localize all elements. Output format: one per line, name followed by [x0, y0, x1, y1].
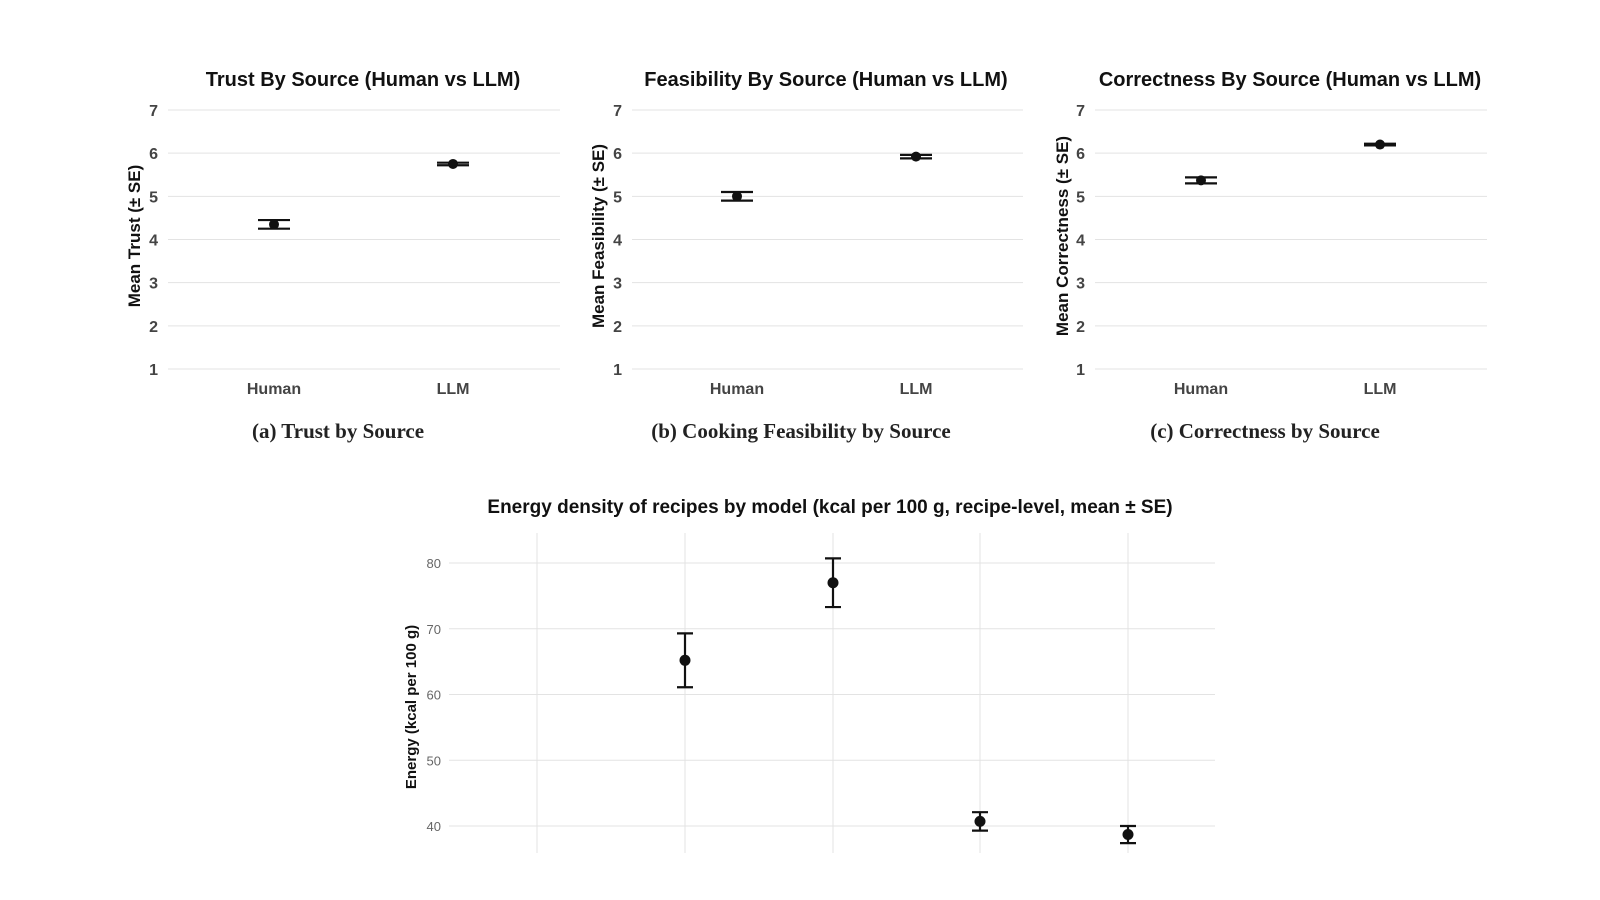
x-tick-feasibility-human: Human: [710, 381, 764, 398]
y-tick-energy-70: 70: [427, 622, 441, 637]
chart-title-trust: Trust By Source (Human vs LLM): [206, 69, 521, 91]
plot-area-feasibility: 1 2 3 4 5 6 7 Human LLM: [613, 103, 1023, 398]
y-tick-trust-4: 4: [149, 233, 158, 250]
panel-correctness: Correctness By Source (Human vs LLM) Mea…: [1053, 69, 1487, 443]
chart-title-correctness: Correctness By Source (Human vs LLM): [1099, 69, 1481, 91]
y-tick-trust-6: 6: [149, 146, 158, 163]
y-tick-correctness-5: 5: [1076, 189, 1085, 206]
caption-correctness: (c) Correctness by Source: [1150, 419, 1380, 443]
point-correctness-human: [1196, 175, 1206, 186]
point-trust-human: [269, 219, 279, 230]
y-tick-energy-60: 60: [427, 688, 441, 703]
y-tick-feasibility-2: 2: [613, 319, 622, 336]
y-tick-energy-50: 50: [427, 753, 441, 768]
y-axis-label-feasibility: Mean Feasibility (± SE): [589, 144, 608, 328]
y-axis-label-energy: Energy (kcal per 100 g): [403, 625, 420, 789]
y-tick-feasibility-3: 3: [613, 276, 622, 293]
panel-trust: Trust By Source (Human vs LLM) Mean Trus…: [125, 69, 560, 443]
plot-area-energy: 40 50 60 70 80: [427, 533, 1215, 853]
y-tick-correctness-1: 1: [1076, 362, 1085, 379]
plot-area-trust: 1 2 3 4 5 6 7 Human LLM: [149, 103, 560, 398]
y-axis-label-correctness: Mean Correctness (± SE): [1053, 136, 1072, 336]
plot-area-correctness: 1 2 3 4 5 6 7 Human LLM: [1076, 103, 1487, 398]
x-tick-feasibility-llm: LLM: [900, 381, 933, 398]
panel-energy: Energy density of recipes by model (kcal…: [403, 497, 1215, 853]
y-tick-feasibility-4: 4: [613, 233, 622, 250]
y-tick-correctness-3: 3: [1076, 276, 1085, 293]
point-energy-5: [1122, 829, 1134, 841]
y-tick-trust-2: 2: [149, 319, 158, 336]
point-trust-llm: [448, 158, 458, 169]
point-energy-4: [974, 815, 986, 827]
x-tick-correctness-llm: LLM: [1364, 381, 1397, 398]
y-tick-correctness-6: 6: [1076, 146, 1085, 163]
caption-trust: (a) Trust by Source: [252, 419, 424, 443]
y-tick-energy-80: 80: [427, 556, 441, 571]
chart-title-feasibility: Feasibility By Source (Human vs LLM): [644, 69, 1007, 91]
y-tick-correctness-4: 4: [1076, 233, 1085, 250]
point-energy-2: [679, 654, 691, 666]
y-tick-correctness-2: 2: [1076, 319, 1085, 336]
y-tick-trust-7: 7: [149, 103, 158, 120]
y-tick-energy-40: 40: [427, 819, 441, 834]
point-energy-3: [827, 577, 839, 589]
x-tick-correctness-human: Human: [1174, 381, 1228, 398]
y-tick-trust-1: 1: [149, 362, 158, 379]
y-tick-correctness-7: 7: [1076, 103, 1085, 120]
y-tick-feasibility-7: 7: [613, 103, 622, 120]
point-correctness-llm: [1375, 139, 1385, 150]
y-tick-feasibility-6: 6: [613, 146, 622, 163]
y-tick-feasibility-5: 5: [613, 189, 622, 206]
point-feasibility-human: [732, 191, 742, 202]
chart-title-energy: Energy density of recipes by model (kcal…: [487, 497, 1172, 518]
x-tick-trust-human: Human: [247, 381, 301, 398]
y-tick-feasibility-1: 1: [613, 362, 622, 379]
y-tick-trust-3: 3: [149, 276, 158, 293]
y-axis-label-trust: Mean Trust (± SE): [125, 165, 144, 308]
point-feasibility-llm: [911, 151, 921, 162]
y-tick-trust-5: 5: [149, 189, 158, 206]
caption-feasibility: (b) Cooking Feasibility by Source: [651, 419, 950, 443]
x-tick-trust-llm: LLM: [437, 381, 470, 398]
panel-feasibility: Feasibility By Source (Human vs LLM) Mea…: [589, 69, 1023, 443]
